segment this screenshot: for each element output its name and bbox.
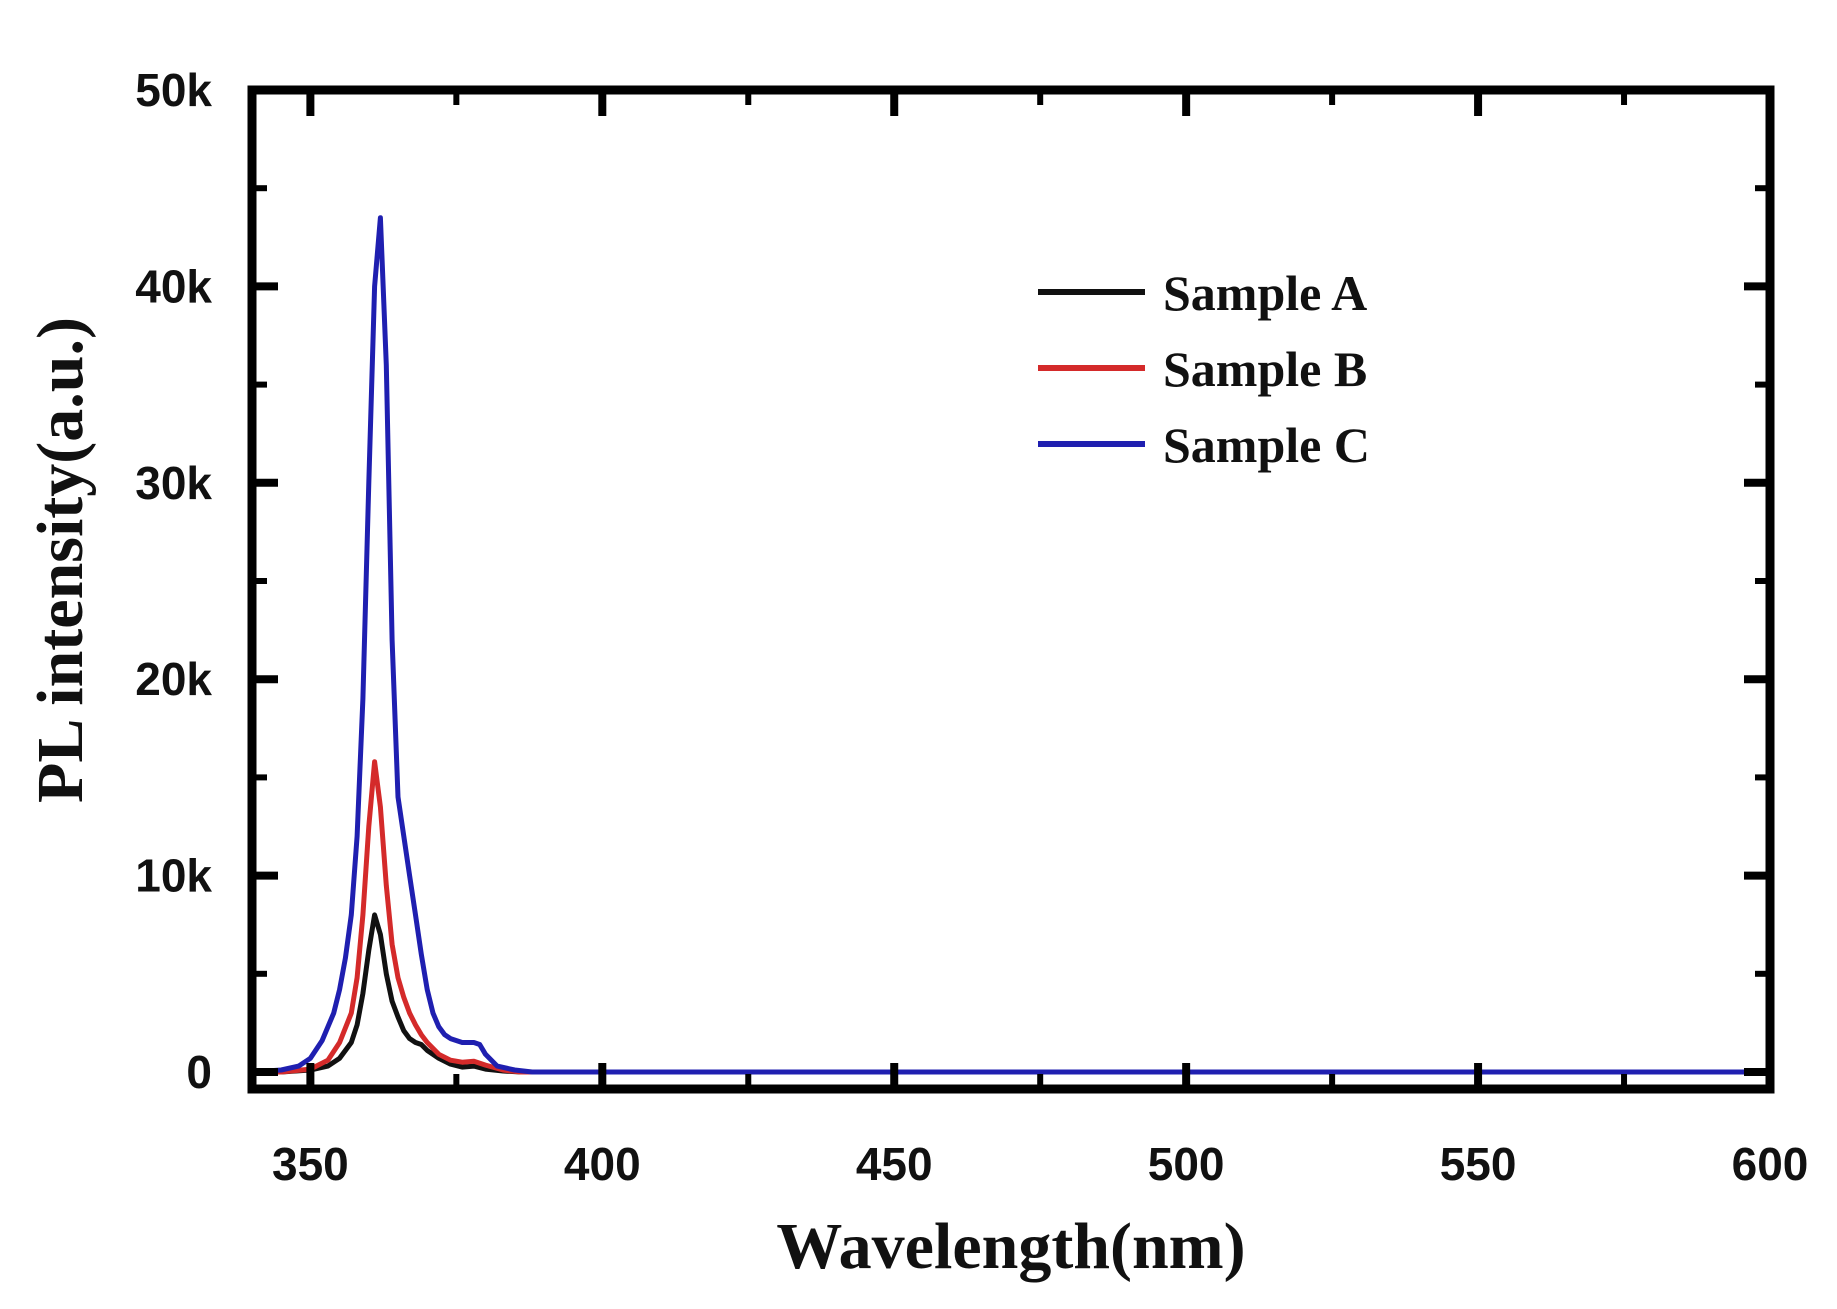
y-tick-label-0: 0 (186, 1046, 212, 1098)
y-tick-label-50000: 50k (135, 64, 212, 116)
x-axis-title: Wavelength(nm) (776, 1210, 1245, 1283)
y-tick-label-40000: 40k (135, 260, 212, 312)
x-tick-labels: 350 400 450 500 550 600 (272, 1138, 1808, 1190)
x-tick-label-400: 400 (564, 1138, 641, 1190)
plot-frame (247, 85, 1775, 1094)
x-tick-label-500: 500 (1148, 1138, 1225, 1190)
legend-label-sample-b: Sample B (1163, 341, 1367, 397)
y-axis-title: PL intensity(a.u.) (24, 317, 97, 803)
series-layer (249, 215, 1773, 1075)
legend-label-sample-c: Sample C (1163, 417, 1370, 473)
x-tick-label-450: 450 (856, 1138, 933, 1190)
legend-label-sample-a: Sample A (1163, 265, 1367, 321)
y-tick-labels: 0 10k 20k 30k 40k 50k (135, 64, 212, 1098)
series-line-sample-c (249, 215, 1773, 1075)
y-tick-label-20000: 20k (135, 653, 212, 705)
x-tick-label-350: 350 (272, 1138, 349, 1190)
x-tick-label-600: 600 (1732, 1138, 1809, 1190)
y-tick-label-30000: 30k (135, 457, 212, 509)
legend: Sample A Sample B Sample C (1038, 265, 1370, 473)
tick-layer (252, 86, 1774, 1089)
y-tick-label-10000: 10k (135, 850, 212, 902)
x-tick-label-550: 550 (1440, 1138, 1517, 1190)
